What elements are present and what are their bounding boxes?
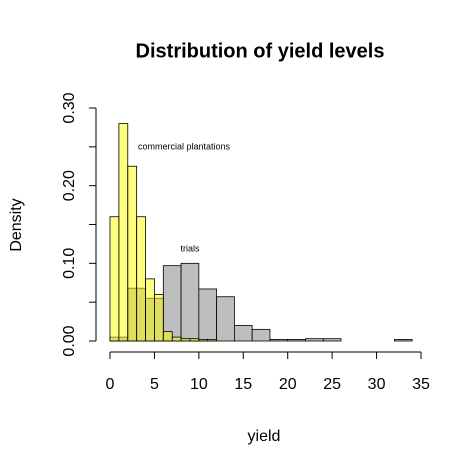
bar [216, 296, 235, 342]
y-axis-label: Density [8, 198, 25, 251]
bar [180, 262, 200, 342]
bar [127, 165, 138, 342]
bar [162, 265, 182, 342]
bar [136, 216, 146, 342]
bar [305, 338, 324, 342]
bar [393, 339, 413, 342]
x-tick-label: 5 [150, 376, 159, 393]
bar [189, 338, 200, 342]
bar [109, 216, 120, 342]
y-tick-label: 0.10 [61, 248, 78, 279]
bar [287, 339, 306, 342]
annotation: commercial plantations [138, 141, 231, 151]
x-axis-label: yield [248, 428, 281, 445]
x-tick-label: 10 [190, 376, 208, 393]
x-tick-label: 25 [323, 376, 341, 393]
bar [207, 339, 218, 342]
y-tick-label: 0.20 [61, 170, 78, 201]
x-tick-label: 0 [106, 376, 115, 393]
bar [269, 339, 289, 342]
x-tick-label: 15 [234, 376, 252, 393]
bar [162, 331, 173, 342]
y-tick-label: 0.30 [61, 92, 78, 123]
bar [154, 293, 164, 342]
bar [251, 328, 271, 342]
x-tick-label: 20 [279, 376, 297, 393]
bar [145, 278, 155, 342]
chart-title: Distribution of yield levels [136, 40, 385, 62]
annotation: trials [180, 243, 200, 253]
y-tick-label: 0.00 [61, 325, 78, 356]
bar [180, 338, 191, 342]
bar [118, 123, 129, 342]
bar [322, 338, 342, 342]
bar [233, 325, 253, 342]
bar [198, 339, 209, 342]
bar [171, 336, 182, 342]
x-tick-label: 30 [368, 376, 386, 393]
x-tick-label: 35 [412, 376, 430, 393]
bar [198, 288, 218, 342]
